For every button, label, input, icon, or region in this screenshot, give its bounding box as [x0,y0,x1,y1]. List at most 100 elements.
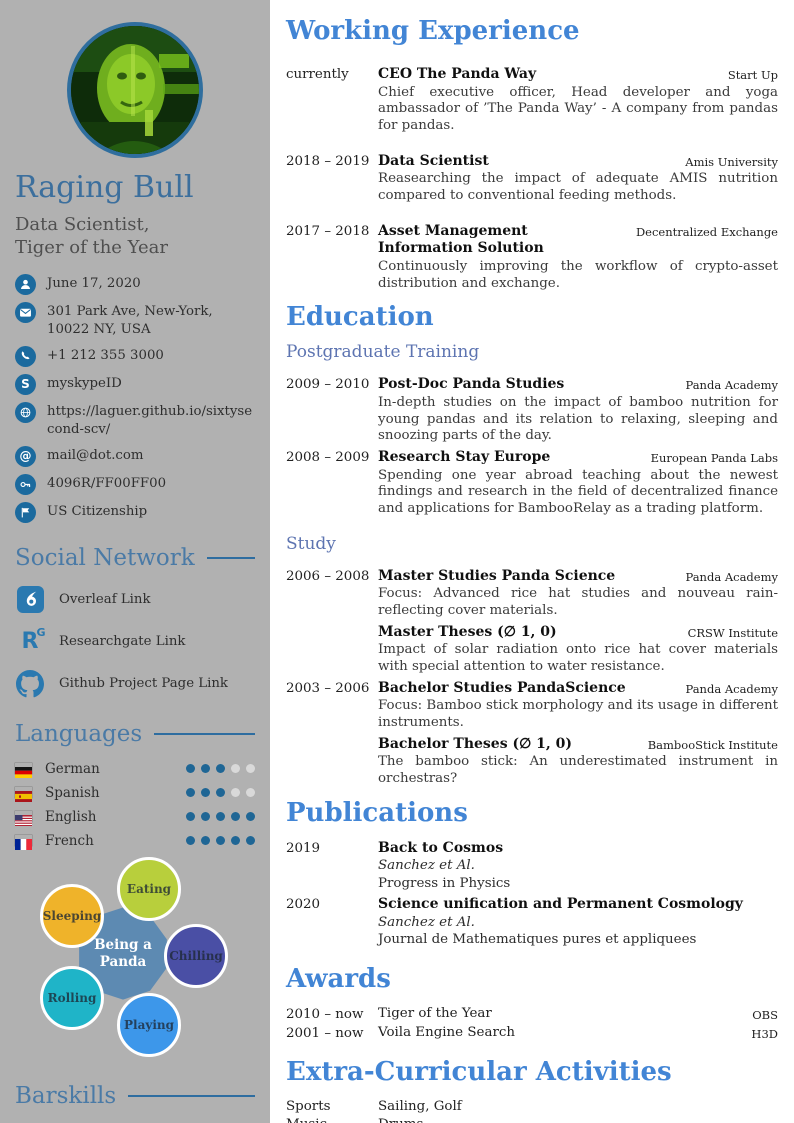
level-dot-filled [216,788,225,798]
entry-organization: BambooStick Institute [647,737,778,752]
thesis-entry: Bachelor Theses (∅ 1, 0) BambooStick Inst… [286,736,778,788]
subsection-title: Study [286,533,336,554]
level-dot-empty [231,788,240,798]
entry-description: Impact of solar radiation onto rice hat … [378,642,778,674]
section-title: Languages [15,720,143,747]
language-level-dots [186,836,255,846]
publication-journal: Journal de Mathematiques pures et appliq… [378,932,697,948]
entry-date: 2017 – 2018 [286,223,370,239]
extra-label: Music [286,1117,378,1123]
website-link[interactable]: https://laguer.github.io/sixtysecond-scv… [47,403,253,437]
entry-description: Focus: Advanced rice hat studies and nou… [378,586,778,618]
entry-organization: Start Up [727,68,778,82]
entry-title: Post-Doc Panda Studies [378,376,565,393]
section-publications: Publications 2019 Back to Cosmos Sanchez… [286,798,778,949]
overleaf-icon [15,585,45,615]
entry-date: 2001 – now [286,1026,364,1042]
entry-date: 2018 – 2019 [286,153,370,169]
level-dot-filled [216,764,225,774]
wheel-bubble-chilling: Chilling [164,923,228,988]
level-dot-empty [246,764,255,774]
entry-date: 2010 – now [286,1007,364,1023]
github-icon [15,669,45,699]
language-label: French [45,832,94,849]
education-entry: 2003 – 2006 Bachelor Studies PandaScienc… [286,680,778,732]
level-dot-filled [216,836,225,846]
language-row-english: English [15,809,255,827]
contact-row-email: @ mail@dot.com [15,445,255,467]
level-dot-filled [201,788,210,798]
level-dot-filled [201,812,210,822]
entry-date: currently [286,67,349,82]
entry-title: Asset Management Information Solution [378,222,544,257]
contact-row-address: 301 Park Ave, New-York, 10022 NY, USA [15,301,255,339]
entry-title: CEO The Panda Way [378,66,537,82]
contact-text: +1 212 355 3000 [47,347,164,363]
entry-organization: Panda Academy [685,378,778,393]
entry-date [286,624,378,676]
german-flag-icon [15,763,32,779]
language-row-spanish: Spanish [15,784,255,803]
award-entry: 2010 – now Tiger of the Year OBS [286,1006,778,1022]
header-rule [128,1094,255,1097]
award-organization: H3D [751,1027,778,1042]
extra-entry: Music Drums [286,1117,778,1123]
entry-organization: Amis University [685,154,778,169]
person-name: Raging Bull [15,170,194,205]
entry-description: In-depth studies on the impact of bamboo… [378,394,778,444]
entry-description: Reasearching the impact of adequate AMIS… [378,171,778,203]
publication-title: Back to Cosmos [378,839,504,856]
level-dot-empty [246,788,255,798]
spanish-flag-icon [15,787,32,803]
key-icon [15,473,36,495]
sidebar: Raging Bull Data Scientist, Tiger of the… [0,0,270,1123]
language-row-french: French [15,832,255,851]
level-dot-filled [201,764,210,774]
experience-entry: 2018 – 2019 Data Scientist Amis Universit… [286,153,778,205]
wheel-center-label: Being a Panda [94,936,152,970]
contact-text: June 17, 2020 [47,275,141,291]
entry-date [286,736,378,788]
thesis-entry: Master Theses (∅ 1, 0) CRSW Institute Imp… [286,624,778,676]
contact-text: myskypeID [47,375,122,391]
section-title: Social Network [15,544,195,571]
section-extra-curricular: Extra-Curricular Activities Sports Saili… [286,1057,778,1123]
language-label: Spanish [45,784,100,801]
award-organization: OBS [752,1008,778,1023]
social-link-label: Overleaf Link [59,592,151,608]
publication-journal: Progress in Physics [378,875,511,891]
subsection-title: Postgraduate Training [286,342,480,363]
entry-title: Data Scientist [378,152,489,169]
contact-row-birthday: June 17, 2020 [15,273,255,295]
section-title: Publications [286,797,468,828]
section-header-languages: Languages [15,721,255,747]
contact-row-pgp: 4096R/FF00FF00 [15,473,255,495]
language-row-german: German [15,761,255,779]
entry-description: Chief executive officer, Head developer … [378,84,778,134]
entry-title: Master Studies Panda Science [378,567,616,584]
level-dot-filled [246,812,255,822]
entry-description: Spending one year abroad teaching about … [378,467,778,517]
level-dot-filled [186,836,195,846]
entry-date: 2008 – 2009 [286,450,370,465]
award-entry: 2001 – now Voila Engine Search H3D [286,1025,778,1041]
wheel-bubble-sleeping: Sleeping [40,883,104,948]
contact-text: US Citizenship [47,503,148,519]
entry-date: 2003 – 2006 [286,680,370,696]
level-dot-filled [231,836,240,846]
email-link[interactable]: mail@dot.com [47,447,144,463]
social-link-overleaf[interactable]: Overleaf Link [15,585,255,615]
social-link-github[interactable]: Github Project Page Link [15,669,255,699]
language-level-dots [186,788,255,798]
experience-entry: 2017 – 2018 Asset Management Information… [286,223,778,293]
entry-date: 2009 – 2010 [286,377,370,393]
level-dot-filled [186,764,195,774]
skype-icon: S [15,373,36,395]
level-dot-filled [231,812,240,822]
social-link-label: Researchgate Link [59,634,186,650]
contact-text: 301 Park Ave, New-York, 10022 NY, USA [47,303,213,337]
wheel-bubble-rolling: Rolling [40,965,104,1030]
contact-row-website: https://laguer.github.io/sixtysecond-scv… [15,401,255,439]
